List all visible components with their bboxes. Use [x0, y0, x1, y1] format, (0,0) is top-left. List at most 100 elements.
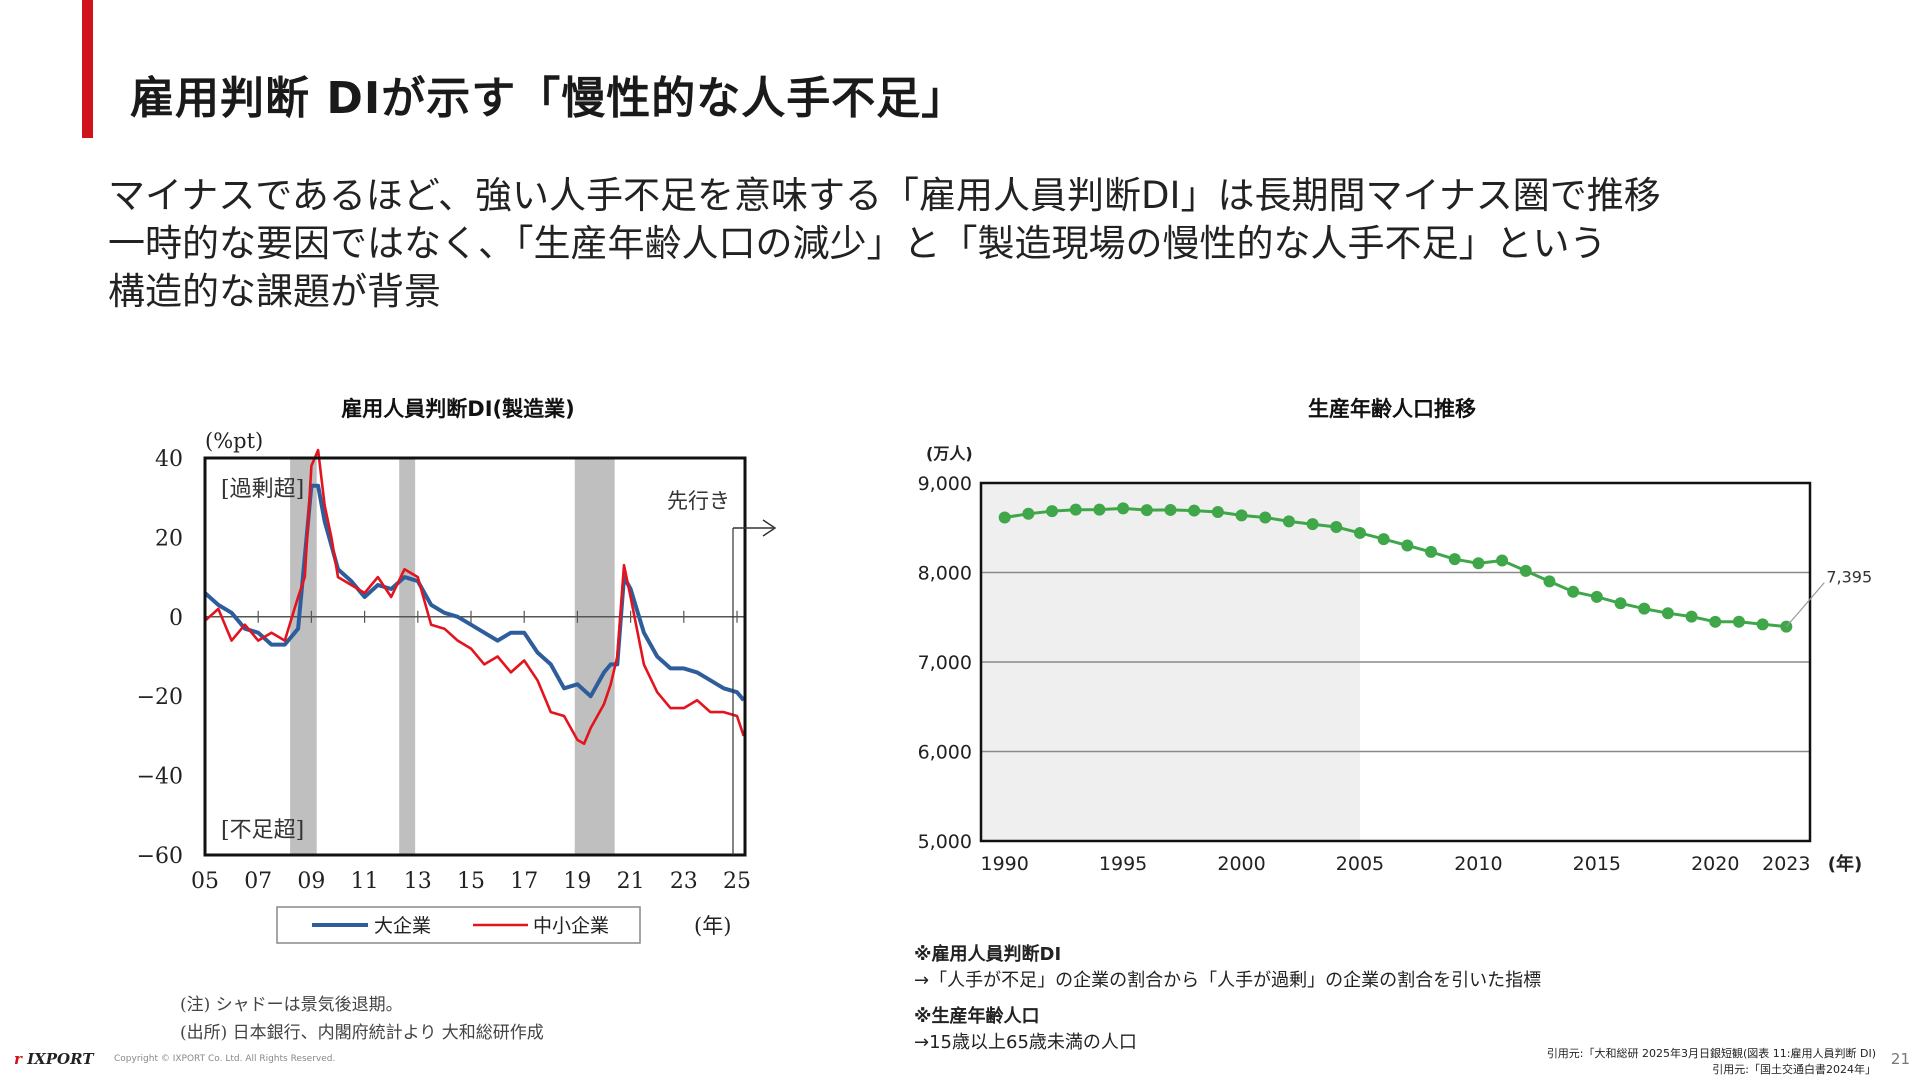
x-tick-label: 2015	[1573, 853, 1621, 875]
x-tick-label: 2020	[1691, 853, 1739, 875]
population-point	[1614, 597, 1627, 610]
page-number: 21	[1890, 1050, 1910, 1068]
logo-mark-icon: 𝒓	[14, 1050, 28, 1068]
shortage-label: [不足超]	[221, 818, 304, 843]
plot-frame	[979, 481, 1812, 843]
population-point	[1377, 533, 1390, 546]
forecast-label: 先行き	[667, 489, 730, 513]
excess-label: [過剰超]	[221, 477, 304, 502]
y-tick-label: 7,000	[918, 652, 972, 674]
y-tick-label: 20	[155, 526, 183, 551]
di-chart-title: 雇用人員判断DI(製造業)	[341, 397, 575, 421]
company-logo: 𝒓 IXPORT	[14, 1050, 94, 1068]
lead-line: 構造的な課題が背景	[108, 270, 441, 313]
logo-text: IXPORT	[27, 1050, 94, 1068]
population-point	[1472, 557, 1485, 570]
def-pop-heading: ※生産年齢人口	[914, 1006, 1040, 1027]
forecast-arrow-head	[762, 519, 777, 537]
x-tick-label: 23	[670, 869, 698, 894]
x-tick-label: 05	[191, 869, 219, 894]
y-axis-unit: (万人)	[926, 444, 973, 463]
x-tick-label: 25	[723, 869, 751, 894]
population-point	[1732, 615, 1745, 628]
legend-label-small: 中小企業	[533, 915, 609, 937]
x-tick-label: 19	[563, 869, 591, 894]
x-tick-label: 17	[510, 869, 538, 894]
definitions: ※雇用人員判断DI →「人手が不足」の企業の割合から「人手が過剰」の企業の割合を…	[914, 940, 1541, 1064]
source-note: (出所) 日本銀行、内閣府統計より 大和総研作成	[180, 1023, 544, 1043]
population-point	[1282, 515, 1295, 528]
x-tick-label: 15	[457, 869, 485, 894]
citation-1: 引用元:「大和総研 2025年3月日銀短観(図表 11:雇用人員判断 DI)	[1546, 1047, 1876, 1060]
series-line-small	[204, 448, 745, 746]
x-tick-label: 1995	[1099, 853, 1147, 875]
population-line	[1004, 506, 1787, 629]
population-point	[1164, 503, 1177, 516]
population-point	[1188, 504, 1201, 517]
population-point	[1425, 545, 1438, 558]
y-tick-label: −60	[137, 844, 183, 869]
lead-line: マイナスであるほど、強い人手不足を意味する「雇用人員判断DI」は長期間マイナス圏…	[108, 174, 1661, 217]
callout-leader	[1785, 582, 1825, 628]
population-point	[1638, 602, 1651, 615]
population-point	[1306, 518, 1319, 531]
y-tick-label: 0	[169, 606, 183, 631]
def-di-heading: ※雇用人員判断DI	[914, 944, 1062, 965]
y-tick-label: −20	[137, 685, 183, 710]
def-pop-body: →15歳以上65歳未満の人口	[914, 1032, 1137, 1053]
population-point	[1140, 504, 1153, 517]
lead-text: マイナスであるほど、強い人手不足を意味する「雇用人員判断DI」は長期間マイナス圏…	[108, 172, 1888, 316]
population-point	[1709, 615, 1722, 628]
y-axis-unit: (%pt)	[205, 429, 263, 453]
population-point	[1330, 521, 1343, 534]
y-tick-label: 8,000	[918, 563, 972, 585]
shadow-note: (注) シャドーは景気後退期。	[180, 995, 403, 1015]
x-tick-label: 1990	[981, 853, 1029, 875]
x-axis-unit: (年)	[694, 914, 731, 938]
slide-title: 雇用判断 DIが示す「慢性的な人手不足」	[130, 73, 967, 124]
recession-shade	[399, 458, 416, 855]
x-tick-label: 09	[297, 869, 325, 894]
population-point	[1519, 564, 1532, 577]
x-tick-label: 2023	[1762, 853, 1810, 875]
x-axis-unit: (年)	[1828, 853, 1862, 875]
legend-label-large: 大企業	[374, 915, 431, 937]
x-tick-label: 2005	[1336, 853, 1384, 875]
recession-shade	[290, 458, 317, 855]
def-di-body: →「人手が不足」の企業の割合から「人手が過剰」の企業の割合を引いた指標	[914, 970, 1542, 991]
y-tick-label: 40	[155, 447, 183, 472]
population-point	[1756, 618, 1769, 631]
population-point	[1235, 509, 1248, 522]
population-point	[1022, 507, 1035, 520]
population-point	[1590, 590, 1603, 603]
population-point	[1448, 553, 1461, 566]
population-point	[1543, 575, 1556, 588]
x-tick-label: 11	[351, 869, 379, 894]
population-point	[1401, 539, 1414, 552]
population-point	[1353, 526, 1366, 539]
lead-line: 一時的な要因ではなく、「生産年齢人口の減少」と「製造現場の慢性的な人手不足」とい…	[108, 222, 1607, 265]
population-point	[1685, 610, 1698, 623]
y-tick-label: −40	[137, 765, 183, 790]
callout-label: 7,395	[1826, 568, 1872, 587]
x-tick-label: 13	[404, 869, 432, 894]
population-point	[1661, 607, 1674, 620]
population-point	[998, 511, 1011, 524]
recession-shade	[574, 458, 615, 855]
population-point	[1069, 503, 1082, 516]
population-point	[1211, 505, 1224, 518]
population-point	[1046, 505, 1059, 518]
y-tick-label: 6,000	[918, 742, 972, 764]
y-tick-label: 9,000	[918, 473, 972, 495]
population-point	[1567, 585, 1580, 598]
population-point	[1117, 502, 1130, 515]
population-chart-title: 生産年齢人口推移	[1308, 397, 1476, 421]
population-point	[1496, 554, 1509, 567]
citation-2: 引用元:「国土交通白書2024年」	[1712, 1063, 1876, 1076]
y-tick-label: 5,000	[918, 831, 972, 853]
copyright: Copyright © IXPORT Co. Ltd. All Rights R…	[114, 1054, 336, 1064]
accent-bar	[82, 0, 93, 138]
x-tick-label: 21	[617, 869, 645, 894]
